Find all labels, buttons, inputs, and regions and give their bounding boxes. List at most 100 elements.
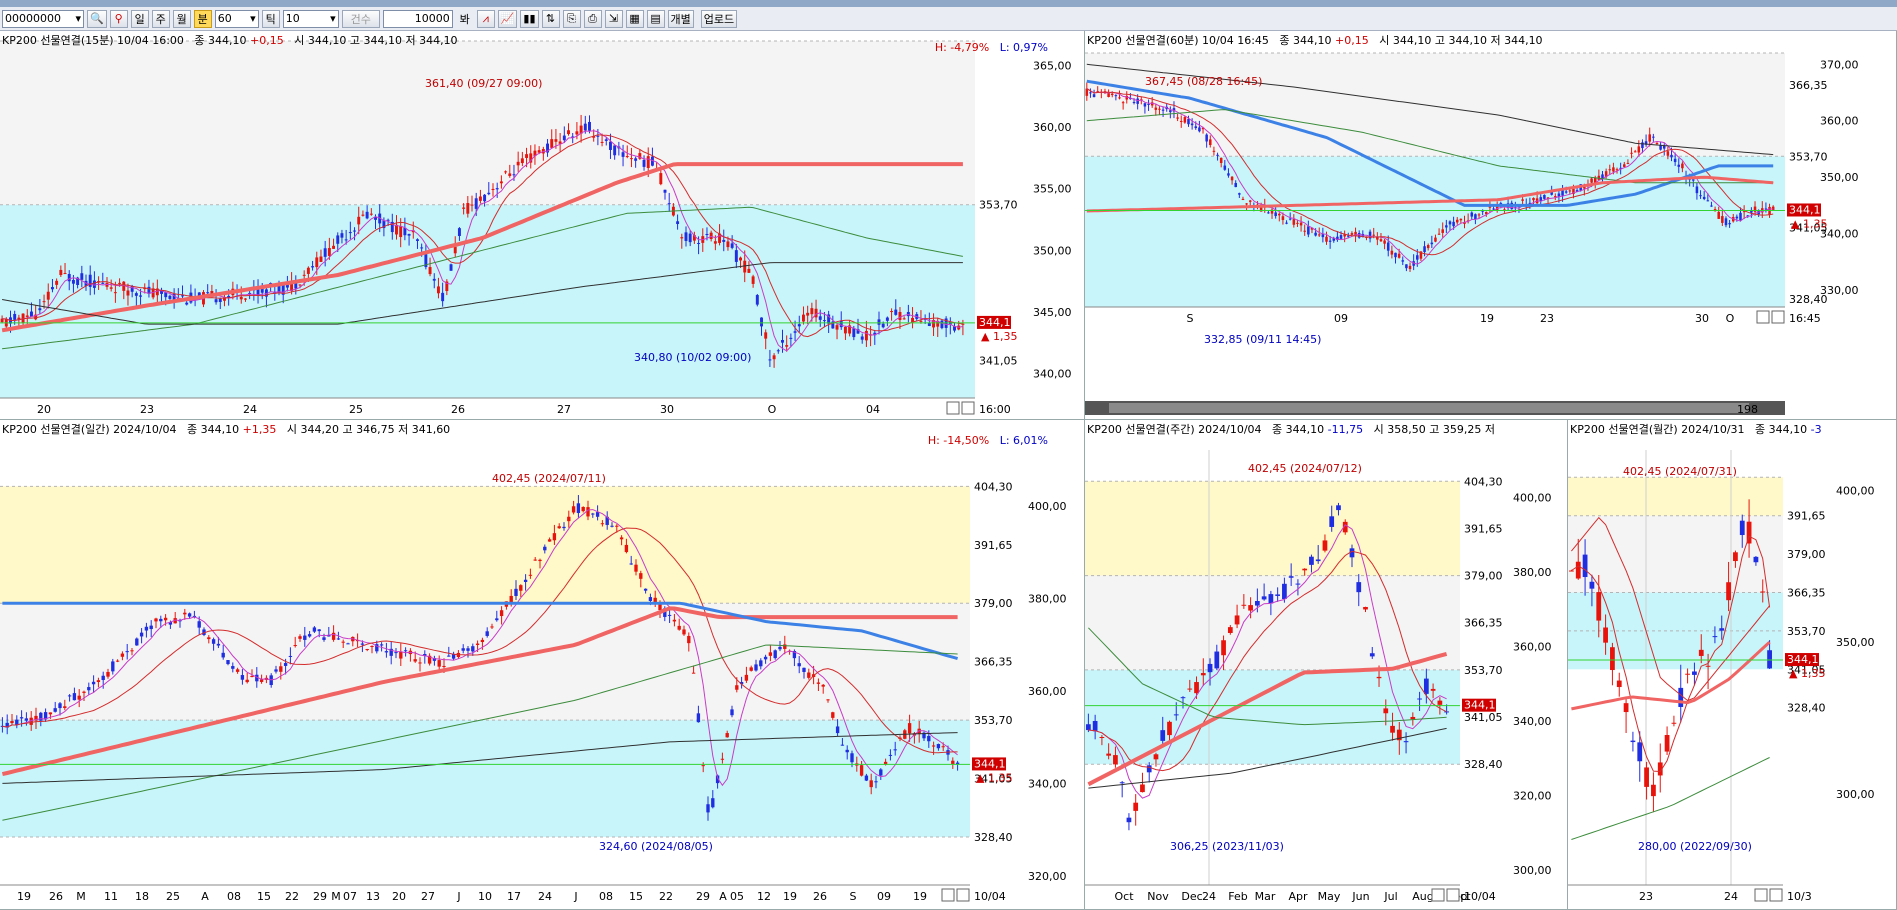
candle-body: [1528, 202, 1532, 204]
line-chart-icon[interactable]: 📈: [497, 9, 518, 28]
candle-body: [840, 744, 845, 746]
candle-body: [369, 213, 373, 215]
print-icon[interactable]: ⎙: [583, 9, 602, 28]
export-icon[interactable]: ⇲: [604, 9, 623, 28]
candle-body: [1200, 673, 1206, 676]
minute-select[interactable]: 60 ▾: [214, 9, 259, 28]
price-axis-label: 353,70: [1464, 664, 1503, 677]
price-delta: ▲ 1,35: [1789, 667, 1825, 680]
ma5-line: [1571, 535, 1771, 773]
candle-body: [1610, 647, 1615, 671]
layout-icon[interactable]: ▦: [625, 9, 644, 28]
candle-body: [546, 143, 550, 153]
candle-body: [1288, 576, 1294, 578]
candle-body: [101, 282, 105, 284]
candle-body: [1086, 724, 1091, 731]
candle-body: [1746, 521, 1752, 544]
candle-body: [1302, 568, 1308, 571]
candle-body: [1125, 95, 1129, 100]
candle-body: [705, 233, 709, 235]
candle-body: [1546, 197, 1550, 199]
candle-body: [1437, 233, 1441, 235]
candle-body: [1113, 755, 1118, 765]
trend-line-icon[interactable]: ⩘: [476, 9, 495, 28]
price-axis-label: 379,00: [974, 597, 1013, 610]
candle-body: [1383, 240, 1386, 244]
candle-body: [772, 355, 776, 360]
count-input[interactable]: 10000: [382, 9, 453, 28]
candle-body: [1328, 240, 1332, 242]
individual-button[interactable]: 개별: [667, 9, 694, 28]
period-week-button[interactable]: 주: [151, 9, 170, 28]
price-axis-label: 380,00: [1513, 566, 1552, 579]
candle-body: [718, 233, 722, 243]
period-minute-button[interactable]: 분: [193, 9, 212, 28]
candle-body: [1557, 193, 1561, 197]
candle-body: [1532, 197, 1535, 201]
price-zone: [0, 41, 975, 205]
candle-body: [1133, 802, 1139, 811]
search-icon[interactable]: 🔍: [87, 9, 107, 28]
price-axis-label: 400,00: [1028, 500, 1067, 513]
candle-body: [106, 671, 110, 677]
candle-body: [1637, 742, 1643, 762]
chart-panel-weekly[interactable]: KP200 선물연결(주간) 2024/10/04 종 344,10 -11,7…: [1085, 420, 1568, 910]
candle-body: [864, 330, 868, 341]
tick-select[interactable]: 10 ▾: [282, 9, 339, 28]
candle-body: [1234, 615, 1240, 625]
candle-body: [826, 699, 830, 701]
zoom-icon: [956, 888, 970, 902]
candle-body: [428, 267, 432, 275]
price-zone: [1085, 764, 1460, 885]
candle-body: [760, 317, 763, 327]
chart-panel-15min[interactable]: KP200 선물연결(15분) 10/04 16:00 종 344,10 +0,…: [0, 31, 1085, 420]
candle-body: [245, 679, 249, 683]
candle-body: [87, 687, 91, 691]
chart-canvas[interactable]: 404,30 400,00 391,65 380,00 379,00 366,35 360,…: [0, 420, 1085, 910]
code-select[interactable]: 00000000 ▾: [2, 9, 84, 28]
candle-body: [466, 648, 470, 651]
candle-body: [255, 674, 259, 682]
candle-body: [792, 651, 797, 659]
chart-panel-60min[interactable]: KP200 선물연결(60분) 10/04 16:45 종 344,10 +0,…: [1085, 31, 1897, 420]
candle-body: [281, 284, 285, 295]
candle-body: [852, 328, 856, 338]
chart-canvas[interactable]: 400,00 391,65 379,00 366,35 353,70 350,00 341,…: [1568, 420, 1897, 910]
candle-body: [386, 219, 390, 221]
chart-canvas[interactable]: 404,30 400,00 391,65 380,00 379,00 366,35 360,…: [1085, 420, 1568, 910]
candle-body: [1167, 721, 1172, 736]
upload-button[interactable]: 업로드: [700, 9, 738, 28]
candle-body: [1575, 190, 1579, 192]
count-button[interactable]: 건수: [341, 9, 380, 28]
search-settings-icon[interactable]: ⚲: [109, 9, 128, 28]
grid-icon[interactable]: ▤: [646, 9, 665, 28]
chart-panel-monthly[interactable]: KP200 선물연결(월간) 2024/10/31 종 344,10 -3 40…: [1568, 420, 1897, 910]
candle-body: [797, 663, 801, 667]
chart-canvas[interactable]: 370,00 366,35 360,00 353,70 350,00 341,05340,…: [1085, 31, 1897, 420]
indicator-icon[interactable]: ⇅: [541, 9, 560, 28]
candle-body: [1416, 255, 1419, 260]
price-tag-box: [977, 315, 1011, 329]
copy-icon[interactable]: ⎘: [562, 9, 581, 28]
chart-panel-daily[interactable]: KP200 선물연결(일간) 2024/10/04 종 344,10 +1,35…: [0, 420, 1085, 910]
candle-body: [1227, 173, 1230, 176]
candle-body: [684, 232, 688, 241]
period-day-button[interactable]: 일: [130, 9, 149, 28]
ma20-line: [1088, 550, 1447, 772]
candle-body: [818, 316, 822, 320]
candle-body: [29, 311, 33, 317]
bar-chart-icon[interactable]: ▮▮: [520, 9, 539, 28]
candle-body: [807, 672, 811, 678]
scroll-value: 198: [1737, 403, 1758, 416]
period-month-button[interactable]: 월: [172, 9, 191, 28]
candle-body: [1423, 246, 1426, 253]
candle-body: [883, 761, 888, 765]
candle-body: [879, 769, 883, 776]
tick-button[interactable]: 틱: [261, 9, 280, 28]
chart-canvas[interactable]: 365,00 360,00 355,00 353,70 350,00 345,00 341,…: [0, 31, 1085, 420]
candle-body: [1477, 214, 1481, 216]
ma120-line: [1086, 79, 1774, 207]
candle-body: [667, 203, 671, 205]
candle-body: [919, 320, 923, 322]
candle-body: [46, 291, 50, 300]
